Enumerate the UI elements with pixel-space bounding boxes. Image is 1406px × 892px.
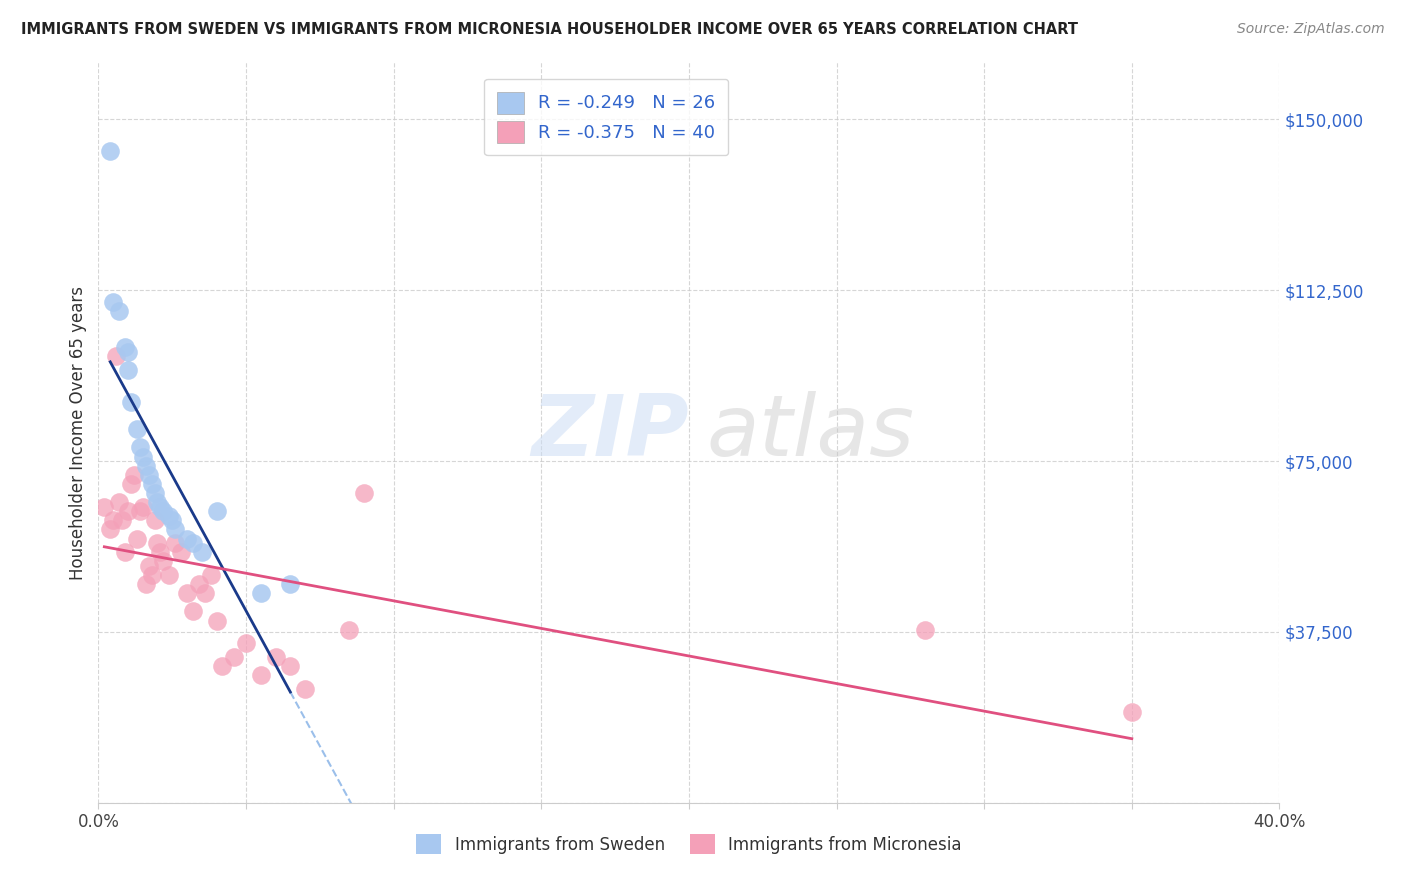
Point <box>138 558 160 573</box>
Point <box>914 623 936 637</box>
Point <box>114 545 136 559</box>
Legend: Immigrants from Sweden, Immigrants from Micronesia: Immigrants from Sweden, Immigrants from … <box>409 828 969 861</box>
Point <box>1121 705 1143 719</box>
Point <box>162 513 183 527</box>
Point <box>146 536 169 550</box>
Point <box>176 586 198 600</box>
Point <box>152 504 174 518</box>
Text: atlas: atlas <box>707 391 915 475</box>
Point <box>117 344 139 359</box>
Point <box>128 441 150 455</box>
Point <box>157 508 180 523</box>
Point <box>264 650 287 665</box>
Text: ZIP: ZIP <box>531 391 689 475</box>
Point <box>98 523 121 537</box>
Point <box>205 504 228 518</box>
Point <box>120 395 142 409</box>
Point <box>149 545 172 559</box>
Point <box>135 458 157 473</box>
Point <box>250 586 273 600</box>
Point <box>235 636 257 650</box>
Point <box>135 577 157 591</box>
Point <box>170 545 193 559</box>
Point <box>152 554 174 568</box>
Point <box>103 513 125 527</box>
Point <box>294 681 316 696</box>
Point <box>114 340 136 354</box>
Point <box>108 303 131 318</box>
Point <box>143 486 166 500</box>
Point <box>143 513 166 527</box>
Point <box>280 577 302 591</box>
Point <box>132 500 155 514</box>
Point <box>111 513 134 527</box>
Point <box>187 577 209 591</box>
Point <box>157 568 180 582</box>
Point <box>191 545 214 559</box>
Point <box>339 623 361 637</box>
Point <box>176 532 198 546</box>
Point <box>141 476 163 491</box>
Point <box>141 568 163 582</box>
Point <box>224 650 246 665</box>
Point <box>108 495 131 509</box>
Point <box>103 294 125 309</box>
Point <box>132 450 155 464</box>
Text: IMMIGRANTS FROM SWEDEN VS IMMIGRANTS FROM MICRONESIA HOUSEHOLDER INCOME OVER 65 : IMMIGRANTS FROM SWEDEN VS IMMIGRANTS FRO… <box>21 22 1078 37</box>
Point <box>205 614 228 628</box>
Point <box>149 500 172 514</box>
Point <box>125 422 148 436</box>
Point <box>105 349 128 363</box>
Point <box>125 532 148 546</box>
Point <box>353 486 375 500</box>
Text: Source: ZipAtlas.com: Source: ZipAtlas.com <box>1237 22 1385 37</box>
Point <box>181 604 204 618</box>
Point <box>117 363 139 377</box>
Point <box>165 523 187 537</box>
Point <box>93 500 115 514</box>
Point <box>122 467 145 482</box>
Y-axis label: Householder Income Over 65 years: Householder Income Over 65 years <box>69 285 87 580</box>
Point <box>98 145 121 159</box>
Point <box>146 495 169 509</box>
Point <box>194 586 217 600</box>
Point <box>120 476 142 491</box>
Point <box>200 568 222 582</box>
Point <box>181 536 204 550</box>
Point <box>211 659 233 673</box>
Point <box>280 659 302 673</box>
Point <box>250 668 273 682</box>
Point <box>117 504 139 518</box>
Point <box>165 536 187 550</box>
Point <box>138 467 160 482</box>
Point <box>128 504 150 518</box>
